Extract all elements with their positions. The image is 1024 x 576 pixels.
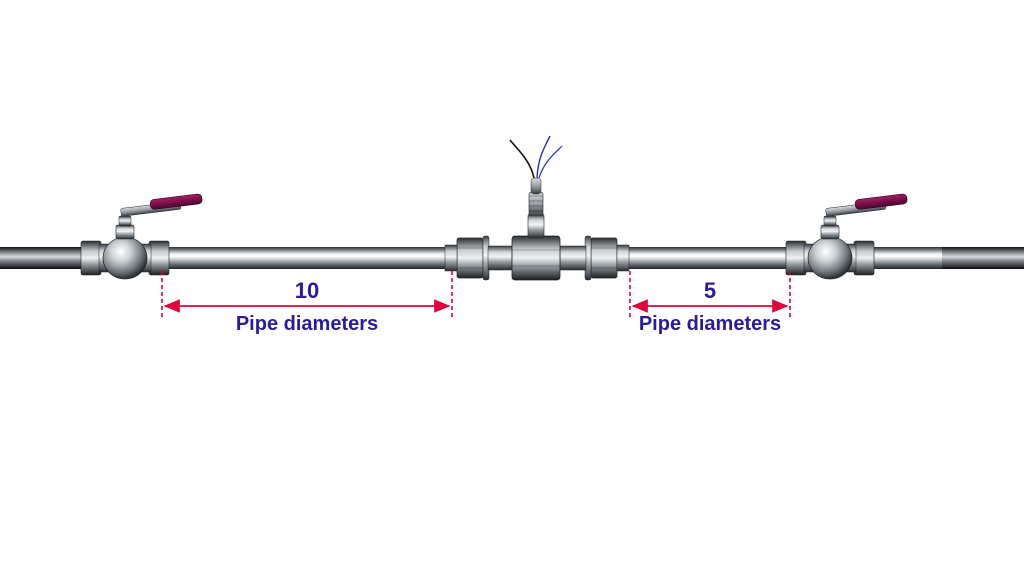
dim-label-upstream: Pipe diameters: [236, 313, 378, 335]
sensor-neck: [528, 214, 544, 238]
sensor-wire: [510, 140, 534, 178]
valve-ball-body: [808, 237, 852, 279]
sensor-gland: [531, 178, 541, 194]
valve-endcap: [854, 241, 874, 275]
valve-ball-body: [103, 237, 147, 279]
valve-stem-nut: [824, 216, 836, 226]
dimension-downstream: 5 Pipe diameters: [630, 271, 790, 335]
sensor-wire: [537, 136, 550, 178]
dim-label-downstream: Pipe diameters: [639, 313, 781, 335]
valve-endcap: [81, 241, 101, 275]
sensor-body: [512, 236, 560, 280]
flow-sensor-assembly: [445, 136, 629, 280]
union-nut: [591, 238, 617, 278]
dim-value-upstream: 10: [295, 278, 319, 303]
valve-endcap: [786, 241, 806, 275]
valve-stem-nut: [119, 216, 131, 226]
dimension-upstream: 10 Pipe diameters: [162, 271, 452, 335]
valve-endcap: [149, 241, 169, 275]
dim-value-downstream: 5: [704, 278, 716, 303]
union-nut: [457, 238, 483, 278]
pipe-installation-diagram: 10 Pipe diameters 5 Pipe diameters: [0, 0, 1024, 576]
